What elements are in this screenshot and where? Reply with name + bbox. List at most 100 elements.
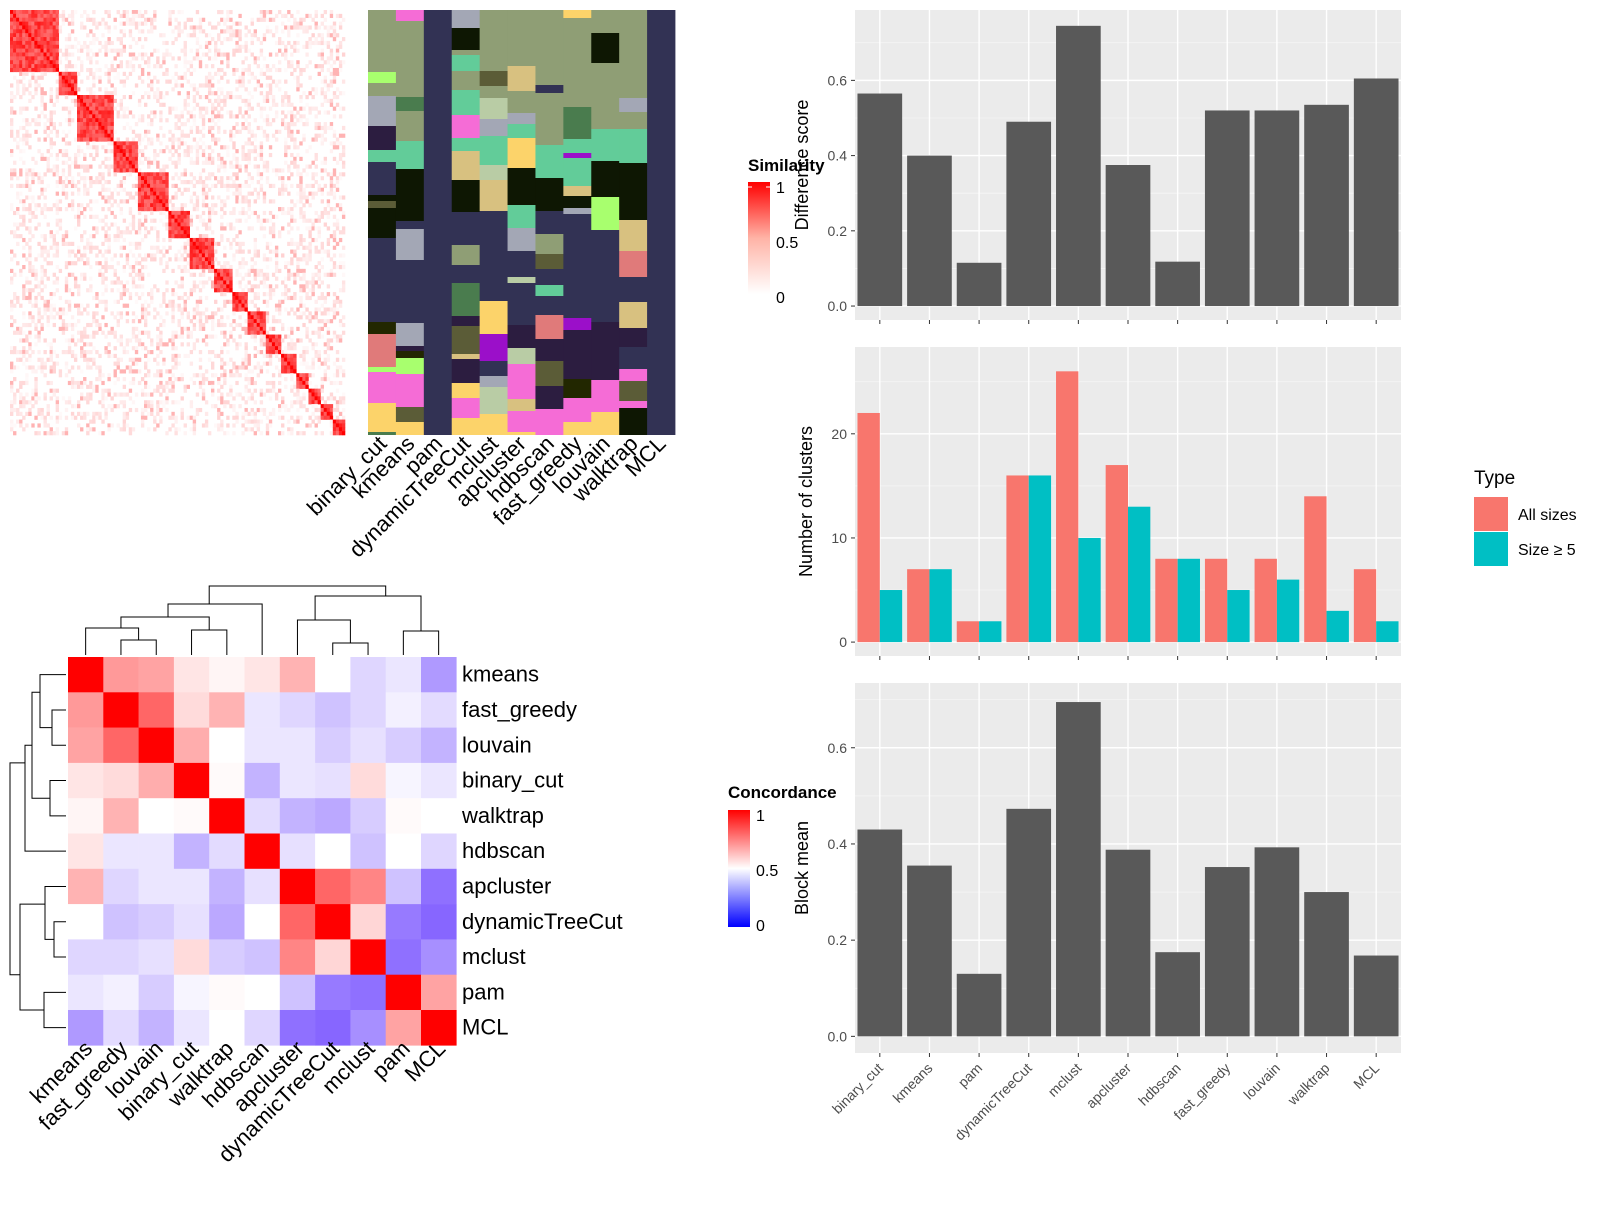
similarity-cell: [80, 60, 84, 65]
similarity-cell: [147, 122, 151, 127]
similarity-cell: [314, 180, 318, 185]
similarity-cell: [338, 338, 343, 343]
similarity-cell: [235, 29, 239, 34]
similarity-cell: [299, 400, 303, 405]
similarity-cell: [259, 176, 264, 181]
similarity-cell: [86, 87, 90, 92]
similarity-cell: [55, 230, 60, 235]
similarity-cell: [299, 176, 303, 181]
similarity-cell: [217, 164, 221, 169]
similarity-cell: [326, 199, 331, 204]
similarity-cell: [235, 172, 239, 177]
similarity-cell: [192, 33, 197, 38]
similarity-cell: [314, 350, 318, 355]
similarity-cell: [80, 95, 84, 100]
similarity-cell: [317, 419, 321, 424]
similarity-cell: [220, 160, 224, 165]
similarity-cell: [241, 183, 245, 189]
similarity-cell: [77, 400, 81, 405]
similarity-cell: [311, 40, 315, 46]
similarity-cell: [177, 156, 181, 161]
similarity-cell: [311, 95, 315, 100]
similarity-cell: [320, 125, 324, 131]
similarity-cell: [229, 160, 233, 165]
similarity-cell: [89, 17, 93, 22]
similarity-cell: [137, 268, 142, 274]
similarity-cell: [320, 280, 324, 285]
similarity-cell: [296, 257, 300, 262]
similarity-cell: [37, 222, 41, 227]
similarity-cell: [49, 40, 53, 46]
similarity-cell: [268, 199, 273, 204]
similarity-cell: [107, 237, 111, 243]
similarity-cell: [162, 56, 166, 61]
similarity-cell: [314, 40, 318, 46]
similarity-cell: [110, 396, 114, 401]
similarity-cell: [189, 292, 194, 297]
similarity-cell: [34, 207, 38, 212]
similarity-cell: [326, 415, 331, 420]
similarity-cell: [290, 307, 294, 312]
similarity-cell: [34, 52, 38, 57]
similarity-cell: [156, 326, 160, 331]
similarity-cell: [177, 125, 181, 131]
similarity-cell: [77, 106, 81, 111]
similarity-cell: [128, 110, 133, 115]
similarity-cell: [244, 384, 248, 389]
similarity-cell: [28, 311, 32, 316]
similarity-cell: [168, 380, 172, 386]
similarity-cell: [28, 261, 32, 266]
similarity-cell: [22, 48, 26, 53]
similarity-cell: [28, 346, 32, 351]
similarity-cell: [89, 102, 93, 107]
similarity-cell: [241, 149, 245, 154]
similarity-cell: [326, 411, 331, 416]
similarity-cell: [308, 60, 312, 65]
similarity-cell: [140, 187, 145, 192]
similarity-cell: [52, 141, 56, 146]
similarity-cell: [131, 214, 136, 219]
similarity-cell: [86, 137, 90, 142]
similarity-cell: [323, 299, 328, 304]
similarity-cell: [31, 404, 35, 409]
similarity-cell: [195, 48, 200, 53]
similarity-cell: [165, 303, 169, 308]
similarity-cell: [64, 280, 69, 285]
similarity-cell: [43, 249, 47, 254]
similarity-cell: [299, 241, 303, 246]
similarity-cell: [137, 226, 142, 231]
similarity-cell: [165, 342, 169, 347]
similarity-cell: [290, 357, 294, 362]
similarity-cell: [314, 25, 318, 30]
similarity-cell: [98, 180, 102, 185]
similarity-cell: [19, 33, 23, 38]
similarity-cell: [171, 106, 175, 111]
similarity-cell: [19, 396, 23, 401]
similarity-cell: [125, 253, 130, 258]
similarity-cell: [287, 210, 291, 216]
similarity-cell: [83, 350, 87, 355]
similarity-cell: [247, 272, 251, 277]
similarity-cell: [49, 245, 53, 250]
similarity-cell: [287, 361, 291, 366]
similarity-cell: [323, 83, 328, 88]
similarity-cell: [302, 29, 306, 34]
similarity-cell: [314, 218, 318, 223]
similarity-cell: [265, 369, 270, 374]
similarity-cell: [159, 210, 163, 216]
similarity-cell: [31, 315, 35, 320]
similarity-cell: [287, 10, 291, 15]
similarity-cell: [177, 33, 181, 38]
similarity-cell: [229, 137, 233, 142]
similarity-cell: [52, 272, 56, 277]
similarity-cell: [177, 145, 181, 150]
similarity-cell: [180, 214, 184, 219]
similarity-cell: [290, 365, 294, 370]
similarity-cell: [55, 164, 60, 169]
similarity-cell: [305, 261, 309, 266]
similarity-cell: [52, 17, 56, 22]
similarity-cell: [10, 400, 14, 405]
similarity-cell: [25, 276, 29, 281]
similarity-cell: [207, 176, 212, 181]
similarity-cell: [211, 156, 215, 161]
